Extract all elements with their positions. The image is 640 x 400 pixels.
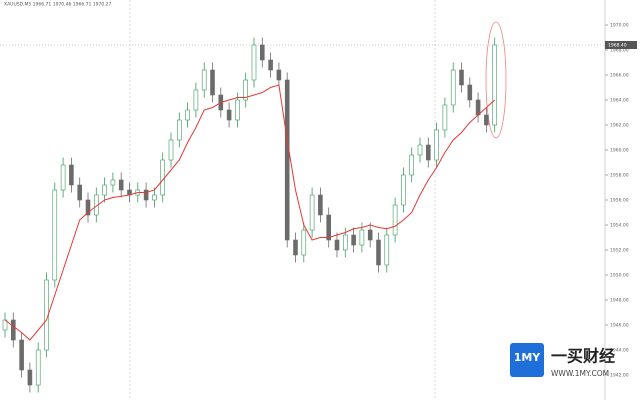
y-tick-label: 1942.00 <box>610 373 629 379</box>
chart-title: XAUUSD,M5 1966.71 1970.46 1966.71 1970.2… <box>4 2 112 8</box>
candle-body <box>326 214 332 241</box>
candle-body <box>35 349 41 386</box>
candle-body <box>201 69 207 91</box>
candle-body <box>376 239 381 266</box>
candle-body <box>459 69 464 86</box>
y-tick-label: 1956.00 <box>610 198 629 204</box>
candle-body <box>143 189 149 201</box>
y-tick-label: 1968.00 <box>610 48 629 54</box>
candle-body <box>301 229 307 256</box>
y-tick-label: 1944.00 <box>610 348 629 354</box>
watermark-url: WWW.1MY.COM <box>551 369 609 378</box>
candle-body <box>467 84 473 101</box>
candle-body <box>152 194 157 201</box>
y-tick-label: 1958.00 <box>610 173 629 179</box>
last-price-label: 1968.40 <box>608 43 627 49</box>
candle-body <box>417 144 423 156</box>
y-tick-label: 1970.00 <box>610 23 629 29</box>
highlight-ellipse <box>485 21 507 139</box>
candle-body <box>359 229 365 246</box>
y-tick-label: 1954.00 <box>610 223 629 229</box>
y-tick-label: 1964.00 <box>610 98 629 104</box>
candle-body <box>342 234 348 251</box>
candle-body <box>193 89 199 111</box>
candle-body <box>235 99 240 121</box>
candle-body <box>77 184 82 201</box>
candle-body <box>60 164 66 191</box>
candle-body <box>284 79 290 241</box>
candle-body <box>110 179 116 186</box>
watermark-logo <box>510 343 544 377</box>
candle-body <box>185 109 190 121</box>
last-price-box <box>605 41 637 49</box>
candle-body <box>52 189 58 281</box>
y-tick-label: 1952.00 <box>610 248 629 254</box>
candle-body <box>492 44 498 126</box>
candle-body <box>392 204 398 236</box>
candle-body <box>450 69 456 106</box>
moving-average-line <box>4 84 496 341</box>
candle-body <box>442 104 448 131</box>
candle-body <box>118 179 124 191</box>
candle-body <box>484 114 489 126</box>
y-tick-label: 1962.00 <box>610 123 629 129</box>
candle-body <box>334 239 340 251</box>
candle-body <box>425 144 431 161</box>
candle-body <box>268 59 273 71</box>
candle-body <box>434 129 439 161</box>
y-tick-label: 1946.00 <box>610 323 629 329</box>
candle-body <box>19 339 24 371</box>
candle-body <box>69 164 74 186</box>
y-tick-label: 1950.00 <box>610 273 629 279</box>
candle-body <box>160 159 165 196</box>
candle-body <box>251 44 257 81</box>
candle-body <box>210 69 215 96</box>
watermark-logo-text: 1MY <box>514 351 542 364</box>
candle-body <box>168 139 174 161</box>
candle-body <box>226 109 232 121</box>
candle-body <box>27 369 33 386</box>
candle-body <box>367 229 373 241</box>
candle-body <box>243 79 248 101</box>
candle-body <box>276 69 282 81</box>
candle-body <box>259 44 265 61</box>
candle-body <box>102 184 107 196</box>
candle-body <box>85 199 91 216</box>
candle-body <box>318 194 323 216</box>
candle-body <box>384 234 390 266</box>
watermark: 1MY 一买财经 WWW.1MY.COM <box>510 343 615 378</box>
candle-body <box>309 194 315 231</box>
candle-body <box>177 119 182 141</box>
watermark-name: 一买财经 <box>551 347 615 366</box>
y-tick-label: 1960.00 <box>610 148 629 154</box>
candle-body <box>11 319 16 341</box>
y-tick-label: 1966.00 <box>610 73 629 79</box>
candle-body <box>401 174 406 206</box>
candle-body <box>293 239 298 256</box>
y-tick-label: 1948.00 <box>610 298 629 304</box>
candle-body <box>475 99 481 116</box>
candle-body <box>351 234 356 246</box>
candle-body <box>409 154 415 176</box>
